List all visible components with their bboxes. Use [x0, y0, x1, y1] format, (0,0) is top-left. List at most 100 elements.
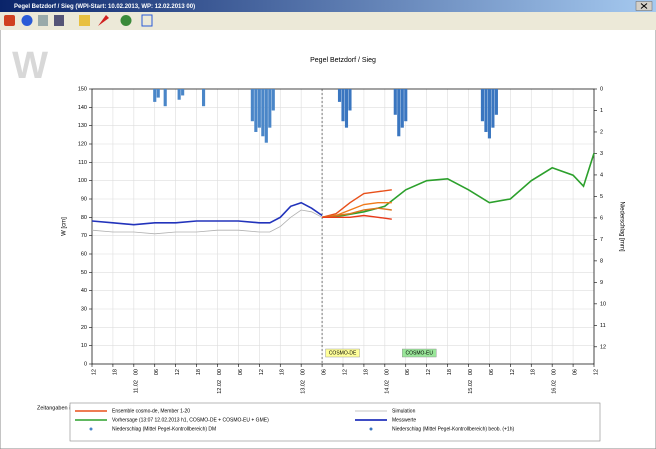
legend-label: Niederschlag (Mittel Pegel-Kontrollberei… [112, 426, 216, 432]
x-tick-label: 00 [468, 369, 474, 375]
ensemble-line [321, 189, 392, 218]
y2-tick-label: 3 [600, 151, 603, 157]
tool-icon[interactable] [141, 14, 153, 27]
tool-icon[interactable] [79, 15, 90, 26]
x-tick-label: 12 [91, 369, 97, 375]
precip-bar [337, 89, 342, 102]
legend-label: Ensemble cosmo-de, Member 1-20 [112, 408, 190, 414]
tool-icon[interactable] [38, 15, 48, 26]
precip-bar [181, 89, 185, 96]
y2-tick-label: 9 [600, 280, 603, 286]
precip-bar [257, 89, 261, 128]
x-tick-label: 18 [447, 369, 453, 375]
precip-bar [393, 89, 397, 115]
x-tick-label: 12 [593, 369, 599, 375]
y-tick-label: 130 [78, 123, 87, 129]
precip-bar [156, 89, 160, 98]
y-tick-label: 10 [81, 343, 87, 349]
toolbar-icons [4, 14, 153, 27]
x-tick-label: 00 [217, 369, 223, 375]
precip-bar [254, 89, 258, 132]
precip-bar [271, 89, 275, 111]
y2-tick-label: 6 [600, 215, 603, 221]
x-tick-label: 12 [510, 369, 516, 375]
legend-label: Simulation [392, 408, 416, 414]
tool-icon[interactable] [98, 15, 109, 26]
y-tick-label: 40 [81, 288, 87, 294]
legend-label: Messwerte [392, 417, 416, 423]
x-tick-label: 18 [196, 369, 202, 375]
y2-tick-label: 0 [600, 86, 603, 92]
series-line [91, 201, 323, 226]
close-icon [640, 3, 648, 9]
y-tick-label: 120 [78, 141, 87, 147]
y-tick-label: 140 [78, 105, 87, 111]
precip-bar [400, 89, 404, 128]
x-tick-label: 12 [426, 369, 432, 375]
legend-box [69, 402, 601, 442]
x-tick-label: 00 [384, 369, 390, 375]
x-tick-label: 00 [133, 369, 139, 375]
precip-bar [201, 89, 206, 107]
y2-tick-label: 8 [600, 258, 603, 264]
legend-swatch [369, 427, 373, 431]
x-tick-label: 18 [363, 369, 369, 375]
y2-tick-label: 12 [600, 344, 606, 350]
x-tick-label: 12 [342, 369, 348, 375]
precip-bar [264, 89, 268, 143]
x-date-label: 13.02 [301, 380, 307, 394]
legend-label: Vorhersage (13:07 12.02.2013 h1, COSMO-D… [112, 417, 269, 423]
precip-bar [404, 89, 408, 122]
series-line [91, 209, 323, 235]
x-tick-label: 12 [175, 369, 181, 375]
annotation-box [325, 348, 360, 358]
annotation-label: COSMO-DE [329, 350, 357, 356]
y-tick-label: 30 [81, 306, 87, 312]
annotation-box [402, 348, 437, 358]
chart-title: Pegel Betzdorf / Sieg [310, 57, 376, 64]
x-tick-label: 18 [531, 369, 537, 375]
x-date-label: 16.02 [552, 380, 558, 394]
x-date-label: 14.02 [384, 380, 390, 394]
ensemble-line [322, 207, 392, 218]
x-tick-label: 18 [280, 369, 286, 375]
y2-axis-label: Niederschlag [mm] [618, 201, 624, 251]
y2-tick-label: 2 [600, 129, 603, 135]
legend-swatch [89, 427, 93, 431]
precip-bar [480, 89, 485, 122]
tool-icon[interactable] [21, 15, 33, 26]
tool-icon[interactable] [54, 15, 64, 26]
precip-bar [348, 89, 352, 111]
y-tick-label: 60 [81, 251, 87, 257]
y-tick-label: 110 [78, 160, 87, 166]
logo: W [12, 45, 48, 87]
precip-bar [268, 89, 272, 128]
x-tick-label: 00 [301, 369, 307, 375]
x-tick-label: 06 [405, 369, 411, 375]
y-tick-label: 100 [78, 178, 87, 184]
x-tick-label: 00 [552, 369, 558, 375]
tool-icon[interactable] [4, 15, 15, 26]
y-tick-label: 20 [81, 325, 87, 331]
y-tick-label: 150 [78, 86, 87, 92]
x-tick-label: 06 [154, 369, 160, 375]
y-tick-label: 90 [81, 196, 87, 202]
x-tick-label: 06 [238, 369, 244, 375]
ensemble-line [322, 214, 392, 220]
x-tick-label: 06 [573, 369, 579, 375]
y-tick-label: 50 [81, 270, 87, 276]
precip-bar [397, 89, 401, 137]
tool-icon[interactable] [120, 15, 132, 26]
precip-bar [153, 89, 157, 102]
chart: Pegel Betzdorf / Sieg0102030405060708090… [37, 57, 624, 442]
precip-bar [163, 89, 167, 107]
y-tick-label: 0 [84, 361, 87, 367]
precip-bar [487, 89, 491, 139]
x-tick-label: 18 [112, 369, 118, 375]
x-tick-label: 06 [322, 369, 328, 375]
series-line [322, 152, 595, 219]
precip-bar [261, 89, 265, 137]
y2-tick-label: 10 [600, 301, 606, 307]
y2-tick-label: 7 [600, 237, 603, 243]
